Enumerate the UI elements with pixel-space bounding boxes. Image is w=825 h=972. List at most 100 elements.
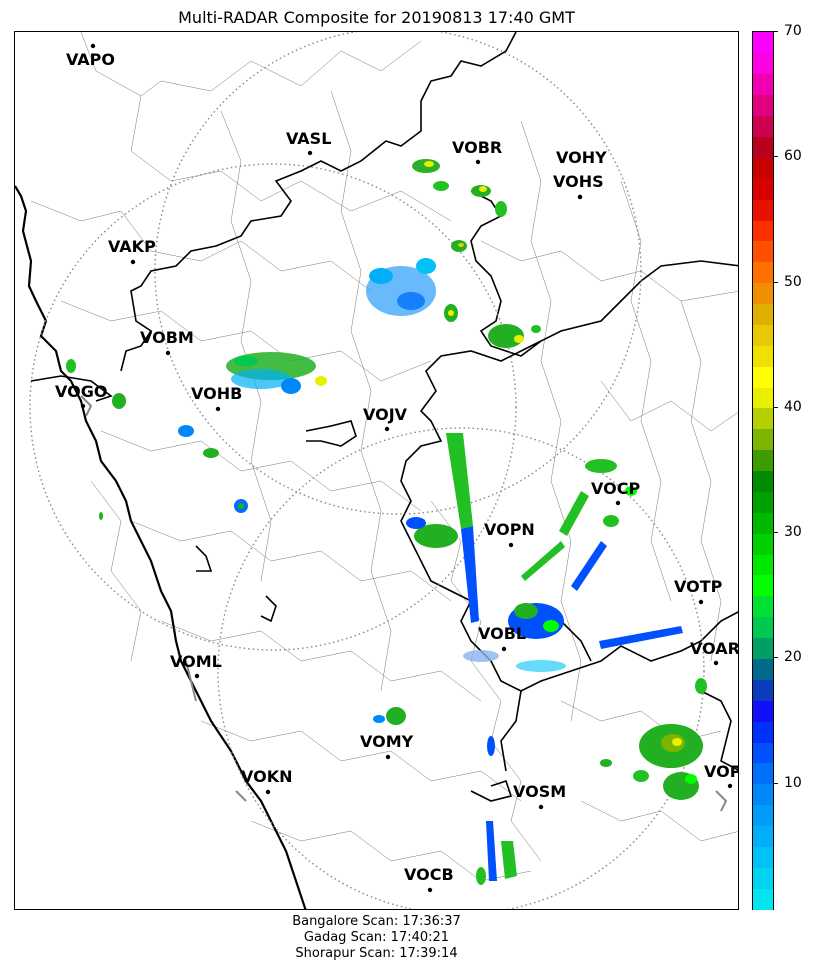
colorbar-segment <box>753 386 773 409</box>
station-label: VOHY <box>556 148 607 167</box>
colorbar-segment <box>753 94 773 117</box>
colorbar-segment <box>753 407 773 430</box>
station-marker <box>90 43 96 49</box>
echo-cluster <box>488 324 541 348</box>
colorbar-segment <box>753 324 773 346</box>
station-label: VOCB <box>404 865 454 884</box>
colorbar-segment <box>753 574 773 597</box>
colorbar-segment <box>753 219 773 242</box>
station-label: VOTP <box>674 577 723 596</box>
station-marker <box>80 403 86 409</box>
coast-inlet <box>715 790 728 812</box>
gadag-scan-time: Gadag Scan: 17:40:21 <box>303 930 450 945</box>
district-boundaries <box>30 32 738 882</box>
station-marker <box>307 150 313 156</box>
station-label: VOAR <box>690 639 739 658</box>
station-marker <box>501 646 507 652</box>
echo-cluster <box>406 459 637 548</box>
colorbar-segment <box>753 428 773 451</box>
echo-streak <box>461 526 479 623</box>
echo-streak <box>446 433 473 529</box>
colorbar-segment <box>753 115 773 137</box>
station-label: VOGO <box>55 382 107 401</box>
colorbar-segment <box>753 178 773 200</box>
colorbar-tick-label: 20 <box>774 650 802 664</box>
colorbar-segment <box>753 825 773 847</box>
echo-cluster <box>487 736 495 756</box>
station-marker <box>165 350 171 356</box>
coast-inlet <box>185 660 197 702</box>
colorbar-tick-label: 30 <box>774 525 802 539</box>
radar-echoes <box>66 159 707 885</box>
station-marker <box>615 500 621 506</box>
station-marker <box>577 194 583 200</box>
station-marker <box>384 426 390 432</box>
range-ring <box>217 427 705 909</box>
colorbar-segment <box>753 470 773 492</box>
station-marker <box>130 259 136 265</box>
colorbar-segment <box>753 345 773 367</box>
echo-streak <box>559 491 589 536</box>
coast-inlet <box>80 395 93 417</box>
colorbar-segment <box>753 512 773 534</box>
colorbar-segment <box>753 804 773 827</box>
coastline <box>15 185 307 909</box>
colorbar-segment <box>753 282 773 305</box>
station-marker <box>538 804 544 810</box>
colorbar-tick-label: 40 <box>774 400 802 414</box>
echo-cluster <box>412 159 507 252</box>
colorbar-tick-label: 50 <box>774 275 802 289</box>
echo-streak <box>521 541 565 581</box>
station-marker <box>475 159 481 165</box>
station-label: VOJV <box>363 405 408 424</box>
station-marker <box>727 783 733 789</box>
colorbar-segment <box>753 449 773 472</box>
colorbar-segment <box>753 73 773 96</box>
station-layer: VAPO VASL VOBR VOHY VOHS VAKP VOBM VOGO VOHB VOJV… <box>55 43 739 893</box>
colorbar-segment <box>753 783 773 806</box>
station-label: VAKP <box>108 237 156 256</box>
station-marker <box>194 673 200 679</box>
bangalore-scan-time: Bangalore Scan: 17:36:37 <box>292 914 461 929</box>
radar-range-rings <box>29 32 705 909</box>
range-ring <box>154 32 642 515</box>
echo-cluster <box>476 867 486 885</box>
map-canvas: VAPO VASL VOBR VOHY VOHS VAKP VOBM VOGO VOHB VOJV… <box>15 32 739 909</box>
colorbar-segment <box>753 52 773 75</box>
station-label: VASL <box>286 129 331 148</box>
echo-cluster <box>66 359 248 520</box>
echo-cluster <box>226 352 327 394</box>
colorbar-segment <box>753 595 773 618</box>
coast-inlet <box>235 790 247 802</box>
echo-streak <box>571 541 607 591</box>
colorbar-segment <box>753 554 773 576</box>
colorbar-segment <box>753 658 773 680</box>
station-marker <box>698 599 704 605</box>
echo-streak <box>501 841 517 879</box>
colorbar-segment <box>753 491 773 513</box>
colorbar-segment <box>753 762 773 785</box>
colorbar-segment <box>753 846 773 868</box>
colorbar-segment <box>753 199 773 221</box>
echo-cluster <box>366 258 458 322</box>
echo-cluster <box>373 707 406 725</box>
colorbar-segment <box>753 700 773 722</box>
echo-streak <box>599 626 683 649</box>
station-label: VOBR <box>452 138 502 157</box>
colorbar-segment <box>753 32 773 54</box>
colorbar-segment <box>753 136 773 158</box>
colorbar-tick-label: 70 <box>774 24 802 38</box>
colorbar-ticks: 10 20 30 40 50 60 70 <box>774 24 824 910</box>
colorbar-tick-label: 60 <box>774 149 802 163</box>
reflectivity-colorbar <box>752 31 774 910</box>
shorapur-scan-time: Shorapur Scan: 17:39:14 <box>295 946 458 961</box>
colorbar-segment <box>753 721 773 743</box>
station-marker <box>508 542 514 548</box>
colorbar-segment <box>753 888 773 910</box>
station-label: VOBL <box>478 624 526 643</box>
colorbar-segment <box>753 261 773 284</box>
radar-map: VAPO VASL VOBR VOHY VOHS VAKP VOBM VOGO VOHB VOJV… <box>14 31 739 910</box>
colorbar-segment <box>753 679 773 701</box>
station-label: VAPO <box>66 50 115 69</box>
station-label: VOPN <box>484 520 535 539</box>
